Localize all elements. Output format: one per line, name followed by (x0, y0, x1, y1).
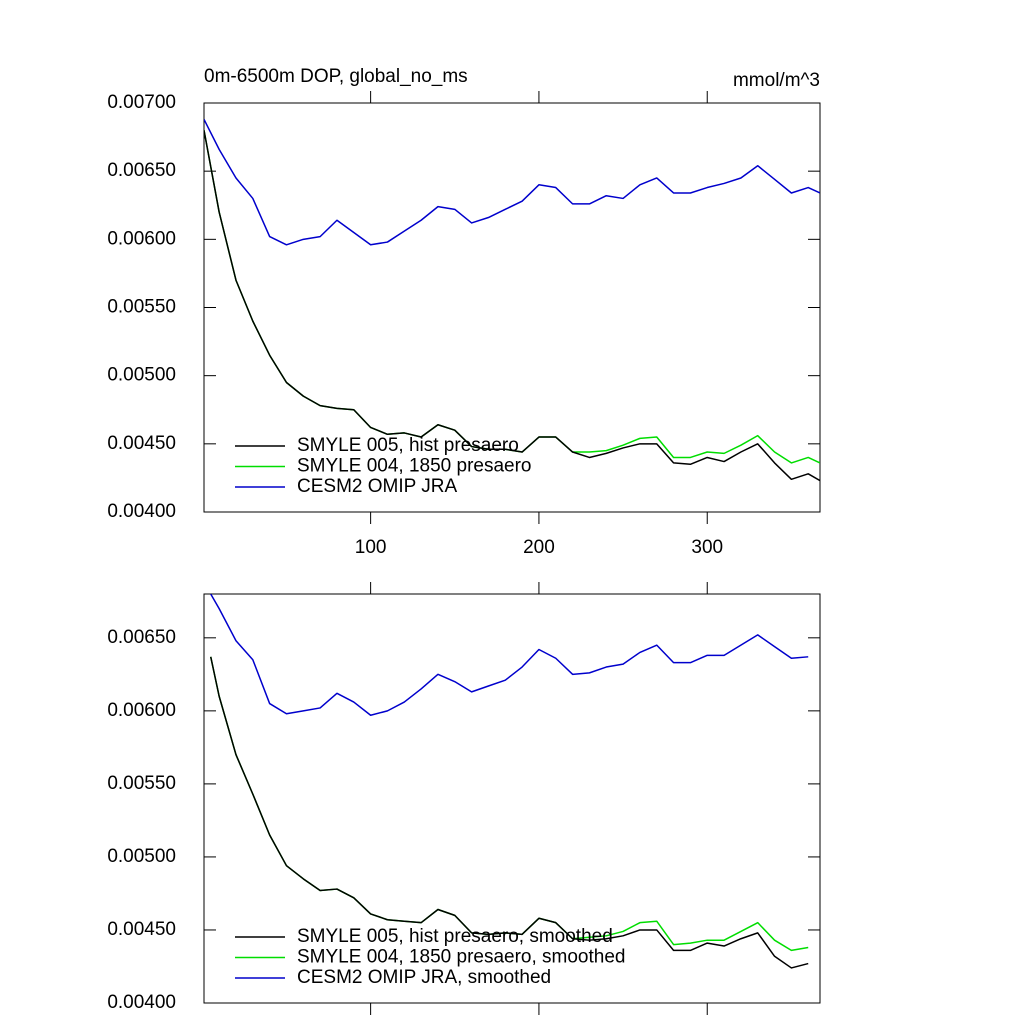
y-tick-label: 0.00650 (107, 627, 176, 648)
legend-label: SMYLE 005, hist presaero (297, 435, 519, 456)
y-tick-label: 0.00450 (107, 433, 176, 454)
legend-label: SMYLE 004, 1850 presaero, smoothed (297, 947, 625, 968)
chart-title: 0m-6500m DOP, global_no_ms (204, 66, 468, 87)
y-tick-label: 0.00550 (107, 297, 176, 318)
legend-label: SMYLE 005, hist presaero, smoothed (297, 926, 613, 947)
legend-label: CESM2 OMIP JRA (297, 476, 457, 497)
series-line (204, 119, 820, 246)
legend-label: CESM2 OMIP JRA, smoothed (297, 967, 551, 988)
y-tick-label: 0.00600 (107, 228, 176, 249)
y-tick-label: 0.00400 (107, 501, 176, 522)
x-tick-label: 300 (691, 537, 723, 558)
y-tick-label: 0.00450 (107, 919, 176, 940)
y-tick-label: 0.00600 (107, 700, 176, 721)
x-tick-label: 200 (523, 537, 555, 558)
series-line (210, 594, 809, 716)
y-tick-label: 0.00700 (107, 92, 176, 113)
x-tick-label: 100 (355, 537, 387, 558)
y-tick-label: 0.00650 (107, 160, 176, 181)
y-tick-label: 0.00500 (107, 365, 176, 386)
units-label: mmol/m^3 (733, 70, 820, 91)
series-line (209, 656, 809, 952)
plot-frame (203, 593, 821, 1004)
series-line (204, 130, 820, 464)
series-line (209, 656, 809, 969)
legend-label: SMYLE 004, 1850 presaero (297, 456, 532, 477)
y-tick-label: 0.00400 (107, 992, 176, 1013)
y-tick-label: 0.00500 (107, 846, 176, 867)
y-tick-label: 0.00550 (107, 773, 176, 794)
series-line (204, 130, 820, 482)
